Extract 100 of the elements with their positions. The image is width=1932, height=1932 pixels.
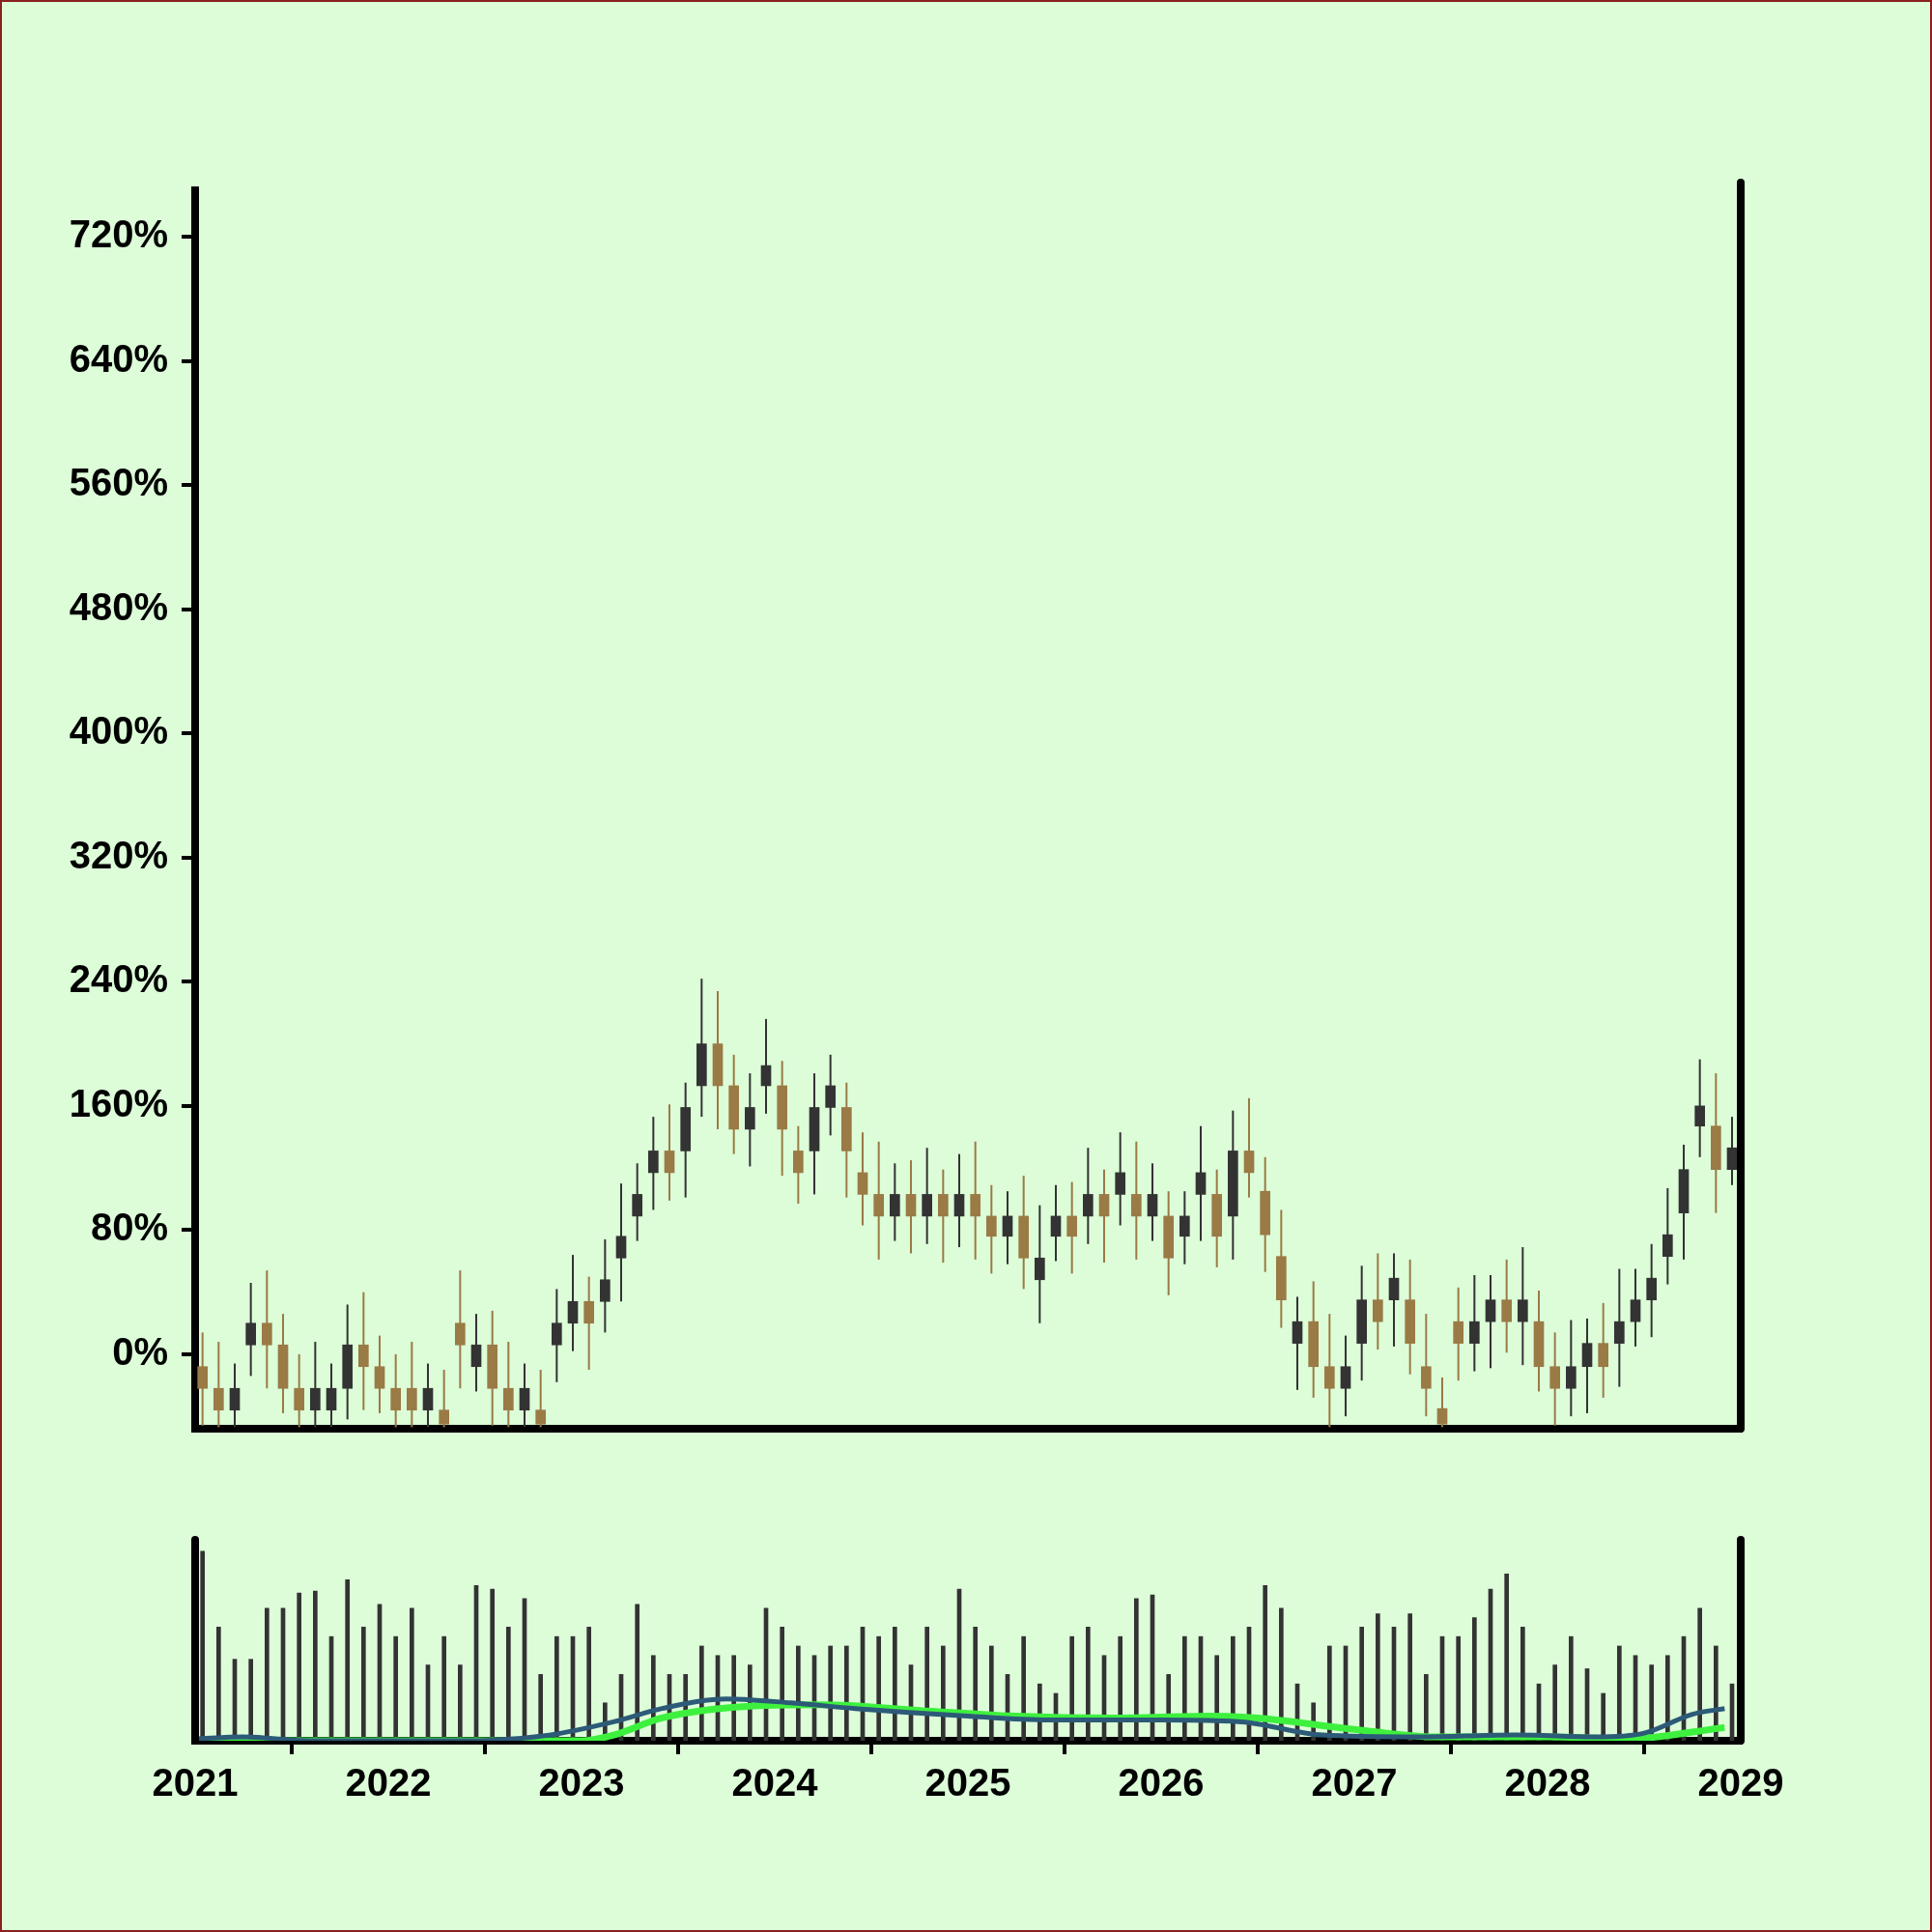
x-tick-label: 2025: [924, 1761, 1011, 1804]
x-tick-label: 2024: [731, 1761, 819, 1804]
bar: [297, 1592, 301, 1741]
candlestick: [890, 1162, 900, 1242]
bar: [345, 1579, 350, 1741]
y-tick-label: 400%: [69, 709, 168, 753]
candlestick: [197, 1331, 208, 1427]
candlestick: [1098, 1168, 1110, 1264]
candlestick: [439, 1368, 449, 1429]
bar: [490, 1588, 495, 1741]
candlestick: [1002, 1190, 1013, 1265]
bar: [1279, 1607, 1284, 1741]
candlestick: [938, 1168, 949, 1264]
candlestick: [905, 1159, 917, 1255]
bar: [1086, 1627, 1091, 1741]
candlestick: [326, 1362, 337, 1429]
candlestick: [407, 1341, 417, 1429]
candlestick: [422, 1362, 434, 1429]
bar: [1118, 1635, 1122, 1741]
candlestick: [1179, 1190, 1190, 1265]
candlestick: [583, 1275, 594, 1371]
candlestick: [825, 1053, 836, 1137]
candlestick: [1035, 1204, 1045, 1324]
candlestick: [1324, 1313, 1335, 1429]
bar: [924, 1627, 929, 1741]
candlestick: [1694, 1058, 1705, 1158]
x-tick-label: 2028: [1504, 1761, 1591, 1804]
candlestick: [1373, 1252, 1383, 1351]
x-tick-label: 2023: [538, 1761, 625, 1804]
candlestick: [922, 1147, 932, 1245]
bar: [313, 1590, 318, 1741]
bar: [410, 1607, 414, 1741]
candlestick: [1453, 1286, 1463, 1382]
candlestick: [1083, 1147, 1094, 1245]
candlestick: [390, 1352, 401, 1429]
bar: [989, 1645, 994, 1741]
candlestick: [213, 1341, 224, 1429]
bar: [441, 1635, 446, 1741]
y-tick-label: 240%: [69, 957, 168, 1001]
candlestick: [1630, 1267, 1641, 1348]
candlestick: [519, 1362, 530, 1429]
y-tick-label: 560%: [69, 461, 168, 504]
y-tick-label: 160%: [69, 1081, 168, 1124]
candlestick: [455, 1269, 466, 1390]
candlestick: [857, 1131, 868, 1227]
bar: [1359, 1627, 1364, 1741]
candlestick: [1485, 1273, 1496, 1370]
candlestick: [1050, 1183, 1062, 1263]
candlestick: [358, 1291, 369, 1411]
candlestick: [1147, 1162, 1158, 1242]
bar: [458, 1664, 463, 1741]
candlestick: [294, 1352, 304, 1429]
bar: [1697, 1607, 1702, 1741]
candlestick: [470, 1313, 482, 1393]
y-tick-label: 720%: [69, 213, 168, 256]
bar: [780, 1627, 784, 1741]
candlestick: [793, 1124, 804, 1206]
y-tick-label: 320%: [69, 833, 168, 876]
candlestick: [310, 1341, 321, 1429]
bar: [635, 1604, 639, 1741]
bar: [393, 1635, 398, 1741]
candlestick: [600, 1238, 611, 1334]
candlestick: [970, 1140, 980, 1261]
candlestick: [615, 1182, 627, 1303]
candlestick: [873, 1140, 884, 1261]
y-tick-label: 640%: [69, 336, 168, 380]
candlestick: [567, 1254, 579, 1352]
candlestick: [1340, 1334, 1351, 1418]
candlestick: [1501, 1258, 1512, 1354]
bar: [361, 1627, 366, 1741]
bar: [1376, 1613, 1380, 1741]
candlestick: [552, 1288, 562, 1383]
bar: [1182, 1635, 1187, 1741]
candlestick: [1566, 1319, 1577, 1418]
candlestick: [1131, 1140, 1142, 1261]
x-tick-label: 2021: [152, 1761, 239, 1804]
candlestick: [1195, 1124, 1207, 1242]
candlestick: [1726, 1116, 1738, 1186]
candlestick: [632, 1162, 642, 1242]
bar: [1263, 1584, 1267, 1741]
bar: [1407, 1613, 1412, 1741]
bar: [1069, 1635, 1074, 1741]
candlestick: [262, 1269, 272, 1390]
candlestick: [229, 1362, 241, 1429]
candlestick: [1066, 1180, 1077, 1275]
candlestick: [1388, 1252, 1400, 1348]
candlestick: [745, 1072, 755, 1168]
x-tick-label: 2022: [345, 1761, 432, 1804]
candlestick: [1115, 1131, 1125, 1227]
candlestick: [1549, 1331, 1560, 1427]
bar: [876, 1635, 881, 1741]
bar: [1021, 1635, 1026, 1741]
y-tick-label: 80%: [90, 1206, 168, 1249]
candlestick: [245, 1281, 256, 1378]
candlestick: [1646, 1242, 1657, 1339]
candlestick: [648, 1116, 659, 1211]
candlestick: [1518, 1246, 1528, 1367]
bar: [796, 1645, 801, 1741]
candlestick: [1662, 1186, 1673, 1286]
bar: [844, 1645, 849, 1741]
